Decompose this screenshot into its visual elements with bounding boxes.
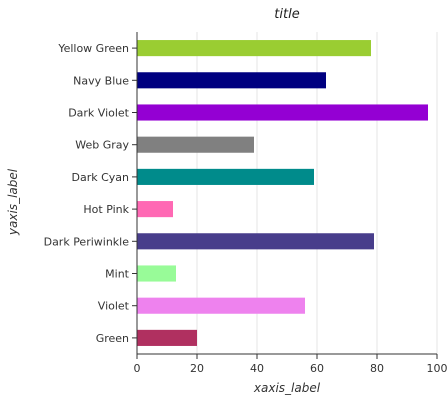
x-tick-label: 80 [370,362,384,375]
x-tick-label: 40 [250,362,264,375]
y-tick-label: Hot Pink [83,203,129,216]
y-axis-label: yaxis_label [6,168,20,236]
y-tick-label: Yellow Green [57,42,129,55]
bar-violet [137,298,305,314]
bar-web-gray [137,137,254,153]
bar-mint [137,265,176,281]
bar-dark-periwinkle [137,233,374,249]
bar-dark-cyan [137,169,314,185]
y-tick-label: Dark Cyan [71,171,129,184]
bar-hot-pink [137,201,173,217]
bar-dark-violet [137,104,428,120]
bar-green [137,330,197,346]
x-tick-label: 20 [190,362,204,375]
bar-navy-blue [137,72,326,88]
bar-layer [137,40,428,346]
y-tick-label: Navy Blue [73,74,129,87]
x-tick-label: 0 [134,362,141,375]
y-tick-label: Web Gray [75,139,129,152]
y-tick-label: Violet [98,300,130,313]
chart-title: title [274,7,299,22]
bar-yellow-green [137,40,371,56]
y-tick-label: Green [96,332,129,345]
y-tick-label: Mint [105,268,130,281]
x-axis-label: xaxis_label [253,381,321,395]
x-tick-label: 60 [310,362,324,375]
y-tick-label: Dark Violet [68,107,129,120]
y-tick-label: Dark Periwinkle [44,235,130,248]
x-tick-label: 100 [427,362,447,375]
